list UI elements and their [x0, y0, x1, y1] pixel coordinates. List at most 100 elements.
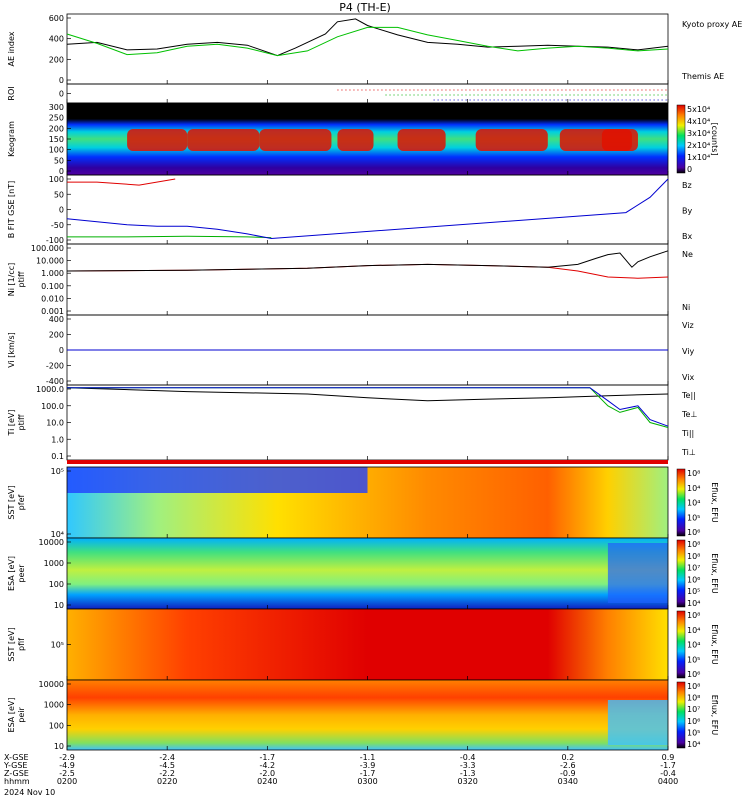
y-axis-sublabel: ptiff: [17, 271, 26, 287]
colorbar-tick-label: 10⁸: [687, 540, 700, 549]
legend-entry: Ti||: [681, 429, 694, 438]
colorbar-tick-label: 10⁴: [687, 484, 700, 493]
y-tick-label: 50: [54, 156, 64, 165]
colorbar-tick-label: 10⁸: [687, 469, 700, 478]
x-axis-row-label: Z-GSE: [4, 769, 29, 778]
series-line-bx: [66, 178, 669, 240]
colorbar-tick-label: 10⁵: [687, 587, 700, 596]
x-axis-value: -2.6: [560, 761, 576, 770]
x-axis-value: 0340: [558, 777, 578, 786]
series-line-themis-ae: [66, 18, 669, 57]
x-axis-value: 0.9: [662, 753, 675, 762]
panel-6: Ti [eV] ptiff 1000.0 100.0 10.0 1.0 0.1 Te|| Te⊥…: [7, 384, 697, 461]
y-tick-label: 0: [59, 206, 64, 215]
y-tick-label: 10000: [39, 680, 64, 689]
colorbar-tick-label: 0: [687, 165, 692, 174]
colorbar-label: Eflux, EFU: [710, 695, 719, 736]
colorbar-tick-label: 10⁸: [687, 611, 700, 620]
colorbar-tick-label: 1x10⁴: [687, 153, 710, 162]
colorbar-tick-label: 10⁸: [687, 694, 700, 703]
series-line-ni: [66, 250, 669, 272]
y-tick-label: 400: [49, 315, 64, 324]
y-tick-label: 10: [54, 601, 64, 610]
colorbar-tick-label: 10⁴: [687, 499, 700, 508]
x-axis-value: -3.3: [460, 761, 476, 770]
panel-frame: [66, 243, 669, 316]
y-tick-label: 10: [54, 742, 64, 751]
y-tick-label: 0.100: [41, 282, 64, 291]
spectrogram-image: [67, 609, 668, 680]
colorbar-tick-label: 10⁸: [687, 552, 700, 561]
keogram-emission-0: [127, 129, 188, 151]
y-tick-label: 0.1: [51, 452, 64, 461]
panel-2: 5x10⁴ 4x10⁴ 3x10⁴ 2x10⁴ 1x10⁴ 0 [counts] Keogra…: [7, 102, 719, 176]
y-tick-label: 0: [59, 167, 64, 176]
y-axis-sublabel: peir: [17, 707, 26, 723]
y-tick-label: 0: [59, 76, 64, 85]
plot-title: P4 (TH-E): [339, 1, 391, 14]
y-axis-label: Ni [1/cc]: [7, 263, 16, 297]
colorbar-tick-label: 10⁶: [687, 528, 700, 537]
legend-entry: Te⊥: [681, 410, 697, 419]
legend-entry: Vix: [682, 373, 695, 382]
x-axis-row-label: X-GSE: [4, 753, 29, 762]
sst-low-flux-band: [67, 467, 368, 493]
x-axis-value: -2.9: [59, 753, 75, 762]
colorbar-tick-label: 10⁴: [687, 626, 700, 635]
y-axis-label: Ti [eV]: [7, 409, 16, 436]
y-axis-label: ROI: [7, 86, 16, 100]
esa-ion-cold-region: [607, 700, 668, 745]
y-tick-label: -100: [46, 236, 64, 245]
colorbar-tick-label: 10⁷: [687, 705, 700, 714]
colorbar-tick-label: 2x10⁴: [687, 141, 710, 150]
y-tick-label: 10⁵: [51, 641, 64, 650]
x-axis-value: 0.2: [561, 753, 574, 762]
x-axis-value: -2.0: [260, 769, 276, 778]
y-tick-label: 0: [59, 90, 64, 99]
y-axis-sublabel: ptiff: [17, 414, 26, 430]
y-axis-sublabel: pfif: [17, 638, 26, 651]
keogram-emission-7: [601, 129, 638, 151]
colorbar: [676, 468, 686, 537]
y-tick-label: 100: [49, 146, 64, 155]
colorbar-tick-label: 4x10⁴: [687, 117, 710, 126]
panel-7: 10⁸ 10⁴ 10⁴ 10⁵ 10⁶ Eflux, EFU SST [eV] pfef 10⁵…: [7, 460, 719, 539]
panel-9: 10⁸ 10⁴ 10⁴ 10⁵ 10⁶ Eflux, EFU SST [eV] pfif 10⁵: [7, 608, 719, 681]
y-axis-label: Vi [km/s]: [7, 332, 16, 368]
x-axis-value: -1.1: [360, 753, 376, 762]
series-line-kyoto-proxy-ae: [66, 26, 669, 57]
colorbar-label: Eflux, EFU: [710, 482, 719, 523]
colorbar-tick-label: 5x10⁴: [687, 105, 710, 114]
y-tick-label: -50: [51, 221, 64, 230]
keogram-emission-1: [187, 129, 260, 151]
colorbar-tick-label: 10⁷: [687, 564, 700, 573]
y-tick-label: 1000.0: [36, 385, 64, 394]
series-line-ti-: [67, 387, 669, 427]
y-tick-label: 10000: [39, 538, 64, 547]
legend-entry: Ni: [682, 303, 690, 312]
y-tick-label: 200: [49, 331, 64, 340]
y-tick-label: 200: [49, 55, 64, 64]
x-axis-annotations: X-GSEY-GSEZ-GSEhhmm-2.9-4.9-2.50200-2.4-…: [3, 80, 678, 786]
x-axis-value: 0200: [57, 777, 77, 786]
legend-entry: Themis AE: [681, 72, 724, 81]
y-tick-label: 0: [59, 346, 64, 355]
y-tick-label: 1000: [44, 701, 64, 710]
date-label: 2024 Nov 10: [4, 788, 55, 797]
x-axis-value: -4.5: [159, 761, 175, 770]
sst-mode-bar: [67, 460, 668, 464]
panel-10: 10⁸ 10⁸ 10⁷ 10⁶ 10⁵ 10⁴ Eflux, EFU ESA [eV] peir…: [7, 679, 719, 751]
panels: AE index 600 400 200 0 Kyoto proxy AE Themis A…: [7, 13, 742, 751]
panel-8: 10⁸ 10⁸ 10⁷ 10⁶ 10⁵ 10⁴ Eflux, EFU ESA [eV] peer…: [7, 537, 719, 610]
colorbar-label: Eflux, EFU: [710, 553, 719, 594]
x-axis-value: -2.2: [159, 769, 175, 778]
colorbar-tick-label: 10⁵: [687, 513, 700, 522]
y-axis-label: B FIT GSE [nT]: [7, 181, 16, 239]
x-axis-value: -1.7: [360, 769, 376, 778]
y-tick-label: 600: [49, 14, 64, 23]
spectrogram-image: [67, 680, 668, 750]
y-tick-label: 1000: [44, 559, 64, 568]
x-axis-value: 0220: [157, 777, 177, 786]
colorbar: [676, 104, 686, 174]
x-axis-value: -1.3: [460, 769, 476, 778]
